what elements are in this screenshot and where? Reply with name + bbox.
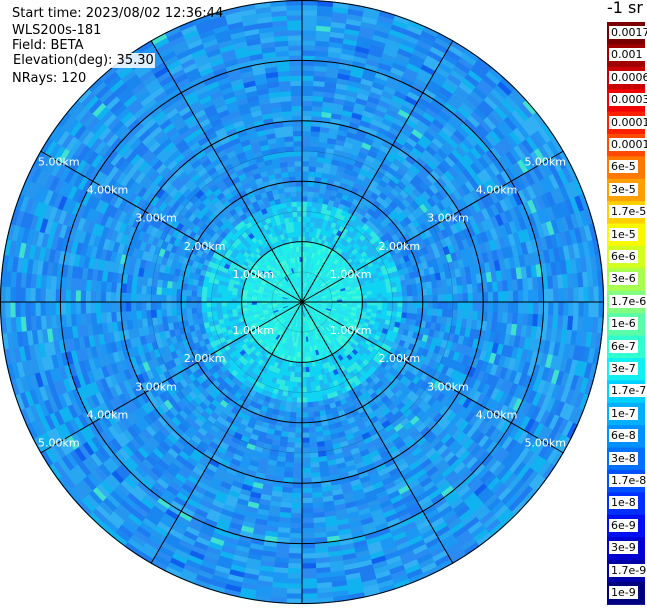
ring-label: 3.00km <box>135 380 177 393</box>
ring-label: 1.00km <box>330 324 372 337</box>
ring-label: 1.00km <box>233 268 275 281</box>
colorbar-tick-label: 1.7e-7 <box>609 384 647 397</box>
ring-label: 2.00km <box>184 352 226 365</box>
nrays-label: NRays: 120 <box>12 71 86 86</box>
start-time-label: Start time: 2023/08/02 12:36:44 <box>12 6 223 21</box>
ring-label: 3.00km <box>427 380 469 393</box>
colorbar-tick-label: 3e-6 <box>609 272 638 285</box>
colorbar-tick-label: 0.001 <box>609 48 645 61</box>
colorbar-tick-label: 1.7e-6 <box>609 295 647 308</box>
colorbar-tick-label: 1e-9 <box>609 586 638 599</box>
ring-label: 4.00km <box>87 184 129 197</box>
ring-label: 1.00km <box>330 268 372 281</box>
colorbar-tick-label: 0.0006 <box>609 71 647 84</box>
colorbar-tick-label: 3e-5 <box>609 183 638 196</box>
colorbar-tick-label: 0.00017 <box>609 116 647 129</box>
colorbar-tick-label: 6e-5 <box>609 160 638 173</box>
colorbar-tick-label: 0.0003 <box>609 93 647 106</box>
ring-label: 2.00km <box>379 352 421 365</box>
ring-label: 1.00km <box>233 324 275 337</box>
colorbar-tick-label: 1.7e-5 <box>609 205 647 218</box>
colorbar-tick-label: 1.7e-9 <box>609 564 647 577</box>
instrument-label: WLS200s-181 <box>12 23 101 38</box>
colorbar-tick-label: 0.0001 <box>609 138 647 151</box>
colorbar-tick-label: 3e-7 <box>609 362 638 375</box>
field-label: Field: BETA <box>12 38 83 53</box>
colorbar-tick-label: 1.7e-8 <box>609 474 647 487</box>
colorbar-tick-label: 6e-7 <box>609 340 638 353</box>
ring-label: 4.00km <box>476 184 518 197</box>
ring-label: 2.00km <box>184 240 226 253</box>
ring-label: 3.00km <box>427 212 469 225</box>
colorbar-tick-label: 3e-9 <box>609 541 638 554</box>
ring-label: 4.00km <box>87 408 129 421</box>
colorbar-tick-label: 3e-8 <box>609 452 638 465</box>
colorbar-tick-label: 6e-8 <box>609 429 638 442</box>
colorbar: 0.0017 0.001 0.0006 0.0003 0.00017 0.0001 6e-5… <box>607 0 647 611</box>
ring-label: 5.00km <box>38 436 80 449</box>
ring-label: 5.00km <box>524 156 566 169</box>
colorbar-tick-label: 0.0017 <box>609 26 647 39</box>
colorbar-tick-label: 1e-6 <box>609 317 638 330</box>
ring-label: 5.00km <box>38 156 80 169</box>
colorbar-tick-label: 1e-8 <box>609 496 638 509</box>
colorbar-tick-label: 6e-9 <box>609 519 638 532</box>
elevation-label: Elevation(deg): 35.30 <box>12 53 155 68</box>
ring-label: 3.00km <box>135 212 177 225</box>
ppi-plot: 1.00km 1.00km 1.00km 1.00km 2.00km 2.00km 2.00… <box>0 0 607 607</box>
colorbar-tick-label: 1e-7 <box>609 407 638 420</box>
ring-label: 4.00km <box>476 408 518 421</box>
ring-label: 5.00km <box>524 436 566 449</box>
colorbar-tick-label: 1e-5 <box>609 228 638 241</box>
colorbar-tick-label: 6e-6 <box>609 250 638 263</box>
ring-label: 2.00km <box>379 240 421 253</box>
